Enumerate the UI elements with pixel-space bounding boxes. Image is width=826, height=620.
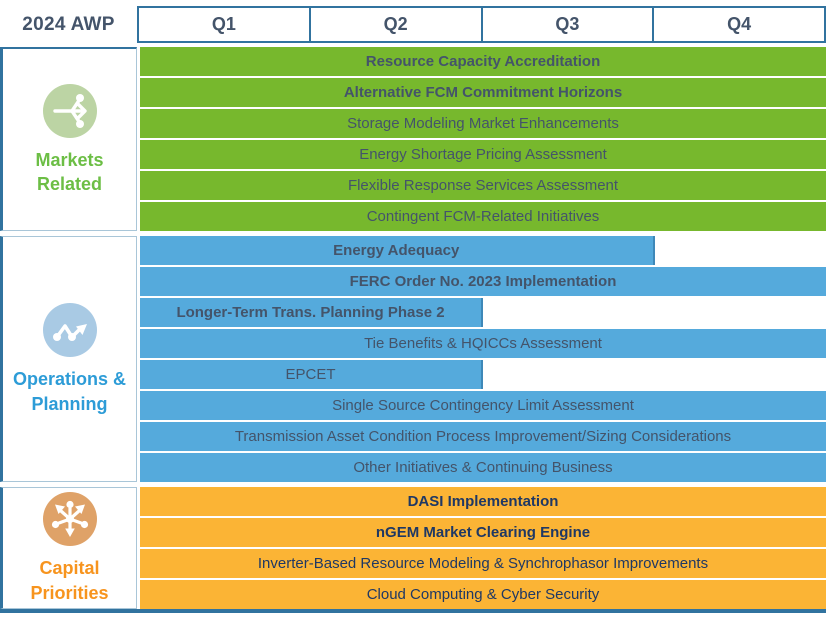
- task-row: Other Initiatives & Continuing Business: [140, 453, 826, 482]
- task-row: DASI Implementation: [140, 487, 826, 516]
- task-bar: Resource Capacity Accreditation: [140, 47, 826, 76]
- task-label: Energy Shortage Pricing Assessment: [359, 146, 607, 163]
- task-bar: Energy Adequacy: [140, 236, 655, 265]
- task-row: EPCET: [140, 360, 826, 389]
- task-label: Contingent FCM-Related Initiatives: [366, 208, 600, 225]
- task-row: Resource Capacity Accreditation: [140, 47, 826, 76]
- task-bar: Energy Shortage Pricing Assessment: [140, 140, 826, 169]
- markets-section: Markets Related Resource Capacity Accredi…: [0, 47, 826, 231]
- page-title: 2024 AWP: [22, 13, 115, 35]
- task-row: Inverter-Based Resource Modeling & Synch…: [140, 549, 826, 578]
- task-bar: Flexible Response Services Assessment: [140, 171, 826, 200]
- task-label: nGEM Market Clearing Engine: [375, 524, 591, 541]
- task-row: Single Source Contingency Limit Assessme…: [140, 391, 826, 420]
- task-row: Cloud Computing & Cyber Security: [140, 580, 826, 609]
- operations-rows: Energy Adequacy FERC Order No. 2023 Imple…: [140, 236, 826, 482]
- task-label: Inverter-Based Resource Modeling & Synch…: [257, 555, 709, 572]
- task-bar: Alternative FCM Commitment Horizons: [140, 78, 826, 107]
- task-label: Cloud Computing & Cyber Security: [366, 586, 600, 603]
- task-bar: Contingent FCM-Related Initiatives: [140, 202, 826, 231]
- task-row: Contingent FCM-Related Initiatives: [140, 202, 826, 231]
- task-bar: Storage Modeling Market Enhancements: [140, 109, 826, 138]
- task-bar: nGEM Market Clearing Engine: [140, 518, 826, 547]
- task-row: Alternative FCM Commitment Horizons: [140, 78, 826, 107]
- task-bar: Inverter-Based Resource Modeling & Synch…: [140, 549, 826, 578]
- capital-section-label: Capital Priorities: [30, 558, 109, 603]
- roadmap-body: Markets Related Resource Capacity Accredi…: [0, 47, 826, 609]
- operations-label-cell: Operations & Planning: [0, 236, 137, 482]
- task-bar: Tie Benefits & HQICCs Assessment: [140, 329, 826, 358]
- task-row: Transmission Asset Condition Process Imp…: [140, 422, 826, 451]
- task-label: FERC Order No. 2023 Implementation: [349, 273, 617, 290]
- task-label: EPCET: [285, 366, 336, 383]
- task-label: Tie Benefits & HQICCs Assessment: [364, 335, 602, 352]
- task-label: DASI Implementation: [407, 493, 559, 510]
- task-row: nGEM Market Clearing Engine: [140, 518, 826, 547]
- task-bar: EPCET: [140, 360, 483, 389]
- task-row: Storage Modeling Market Enhancements: [140, 109, 826, 138]
- task-label: Single Source Contingency Limit Assessme…: [332, 397, 634, 414]
- trend-line-icon: [42, 302, 98, 358]
- header-row: 2024 AWP Q1 Q2 Q3 Q4: [0, 6, 826, 43]
- task-bar: Other Initiatives & Continuing Business: [140, 453, 826, 482]
- task-bar: Transmission Asset Condition Process Imp…: [140, 422, 826, 451]
- capital-label-cell: Capital Priorities: [0, 487, 137, 609]
- markets-section-label: Markets Related: [35, 149, 104, 194]
- task-label: Alternative FCM Commitment Horizons: [343, 84, 623, 101]
- quarter-header-q1: Q1: [137, 6, 311, 43]
- task-row: Tie Benefits & HQICCs Assessment: [140, 329, 826, 358]
- table-bottom-border: [0, 609, 826, 613]
- markets-label-cell: Markets Related: [0, 47, 137, 231]
- task-bar: DASI Implementation: [140, 487, 826, 516]
- task-row: Energy Adequacy: [140, 236, 826, 265]
- task-bar: FERC Order No. 2023 Implementation: [140, 267, 826, 296]
- task-label: Energy Adequacy: [333, 242, 460, 259]
- task-row: FERC Order No. 2023 Implementation: [140, 267, 826, 296]
- share-network-icon: [42, 83, 98, 139]
- capital-rows: DASI Implementation nGEM Market Clearing …: [140, 487, 826, 609]
- task-label: Flexible Response Services Assessment: [347, 177, 619, 194]
- quarter-header-q4: Q4: [652, 6, 826, 43]
- quarter-header-row: Q1 Q2 Q3 Q4: [137, 6, 826, 43]
- task-bar: Longer-Term Trans. Planning Phase 2: [140, 298, 483, 327]
- capital-section: Capital Priorities DASI Implementation nGE…: [0, 487, 826, 609]
- task-bar: Single Source Contingency Limit Assessme…: [140, 391, 826, 420]
- task-row: Energy Shortage Pricing Assessment: [140, 140, 826, 169]
- task-label: Resource Capacity Accreditation: [365, 53, 601, 70]
- task-label: Longer-Term Trans. Planning Phase 2: [176, 304, 445, 321]
- operations-section: Operations & Planning Energy Adequacy FERC…: [0, 236, 826, 482]
- quarter-header-q2: Q2: [308, 6, 483, 43]
- task-bar: Cloud Computing & Cyber Security: [140, 580, 826, 609]
- task-label: Storage Modeling Market Enhancements: [347, 115, 619, 132]
- quarter-header-q3: Q3: [480, 6, 655, 43]
- task-label: Other Initiatives & Continuing Business: [353, 459, 613, 476]
- task-row: Flexible Response Services Assessment: [140, 171, 826, 200]
- task-row: Longer-Term Trans. Planning Phase 2: [140, 298, 826, 327]
- hub-arrows-icon: [42, 491, 98, 547]
- operations-section-label: Operations & Planning: [12, 369, 127, 414]
- task-label: Transmission Asset Condition Process Imp…: [234, 428, 732, 445]
- markets-rows: Resource Capacity Accreditation Alternati…: [140, 47, 826, 231]
